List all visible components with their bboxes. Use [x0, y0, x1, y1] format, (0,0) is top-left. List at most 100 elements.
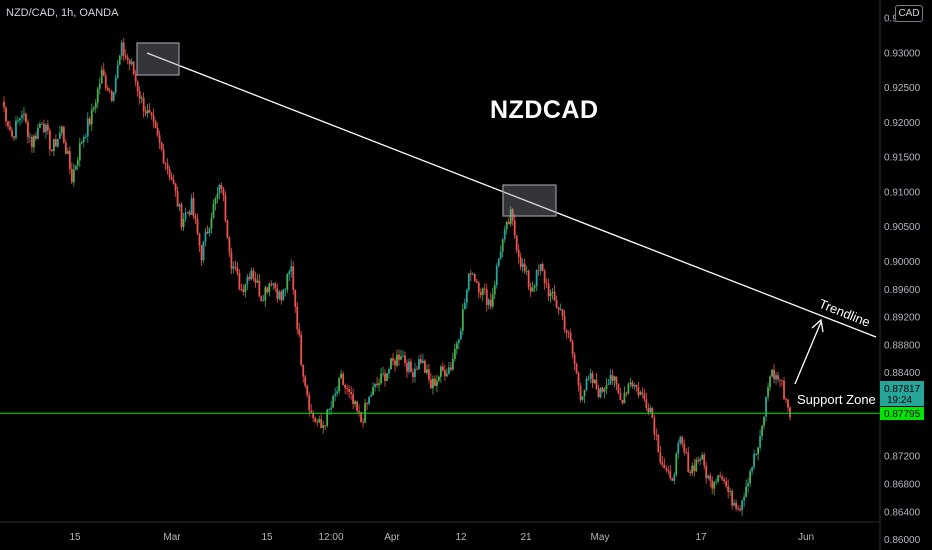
y-tick-label: 0.88800 — [884, 340, 921, 351]
candle — [547, 278, 550, 301]
candle — [126, 53, 129, 65]
candle — [388, 367, 390, 379]
candle — [52, 138, 55, 157]
projection-arrow — [794, 318, 824, 385]
candle — [248, 272, 251, 282]
candle — [226, 219, 229, 239]
candle — [441, 362, 444, 372]
candle — [124, 48, 127, 61]
candle — [62, 125, 65, 145]
candle — [344, 383, 347, 395]
candle — [3, 96, 5, 113]
candle — [567, 330, 570, 339]
candle — [15, 115, 17, 141]
candle — [455, 340, 458, 355]
candle — [667, 465, 670, 475]
candle — [234, 260, 237, 272]
candle — [563, 309, 566, 333]
candle — [396, 349, 398, 368]
candle — [27, 119, 29, 144]
candle — [717, 474, 720, 484]
candle — [356, 401, 358, 415]
candle — [737, 504, 740, 511]
candle — [615, 376, 618, 391]
candle — [709, 472, 712, 488]
candle — [254, 271, 257, 288]
candle — [677, 440, 680, 459]
candle — [511, 208, 514, 226]
candle — [404, 351, 406, 367]
candle — [549, 289, 552, 303]
y-tick-label: 0.86800 — [884, 479, 921, 490]
candle — [220, 182, 223, 194]
candle — [50, 149, 53, 152]
y-tick-label: 0.87200 — [884, 452, 921, 463]
candle — [56, 138, 59, 148]
candle — [326, 408, 329, 428]
candle — [212, 199, 215, 219]
candle — [332, 395, 335, 409]
candle — [148, 103, 151, 113]
x-tick-label: Jun — [798, 532, 814, 543]
x-tick-label: 12 — [455, 532, 467, 543]
candle — [78, 137, 81, 168]
time-axis[interactable]: 15 Mar 15 12:00 Apr 12 21 May 17 Jun — [69, 532, 814, 543]
symbol-title: NZD/CAD, 1h, OANDA — [6, 7, 119, 19]
candle — [457, 338, 460, 350]
candle — [374, 383, 376, 392]
candle — [104, 72, 107, 91]
candle — [424, 359, 426, 373]
candle — [753, 449, 755, 470]
candle — [779, 379, 781, 388]
candle — [679, 435, 682, 446]
candle — [398, 349, 400, 367]
candle — [619, 387, 622, 401]
candle — [176, 186, 179, 207]
candle — [561, 308, 564, 321]
candle — [723, 476, 726, 484]
candle — [545, 278, 548, 289]
candle — [35, 131, 37, 142]
candle — [491, 287, 494, 309]
candle — [410, 358, 412, 373]
candle — [555, 295, 558, 309]
candle — [451, 352, 454, 371]
candle — [581, 396, 584, 402]
candle — [599, 387, 602, 399]
candle — [128, 58, 131, 71]
candle — [597, 384, 600, 399]
candle — [607, 378, 610, 386]
candle — [200, 244, 203, 266]
candle — [246, 274, 249, 291]
candle — [154, 119, 157, 129]
candle — [21, 110, 23, 124]
candle — [461, 303, 464, 335]
candle — [711, 475, 714, 495]
candle — [601, 386, 604, 394]
candle — [523, 258, 526, 275]
candle — [300, 331, 303, 367]
candle — [11, 127, 13, 139]
candle — [390, 358, 392, 371]
candle — [781, 380, 783, 387]
candle — [264, 285, 267, 307]
candle — [352, 388, 355, 410]
currency-badge[interactable]: CAD — [895, 5, 923, 22]
candle — [773, 363, 775, 384]
price-axis[interactable]: 0.935000.930000.925000.920000.915000.910… — [884, 14, 921, 546]
support-price-tag: 0.87795 — [880, 407, 924, 420]
support-price-value: 0.87795 — [884, 409, 921, 420]
candle — [659, 445, 662, 465]
candle — [443, 364, 446, 381]
candle — [172, 174, 175, 185]
candle — [84, 133, 87, 139]
candle — [354, 399, 357, 408]
candle — [579, 382, 582, 403]
candle — [749, 468, 752, 487]
candle — [507, 217, 510, 225]
candle — [713, 480, 716, 496]
candle — [90, 103, 93, 132]
candlestick-series — [3, 38, 791, 517]
candle — [543, 268, 546, 290]
